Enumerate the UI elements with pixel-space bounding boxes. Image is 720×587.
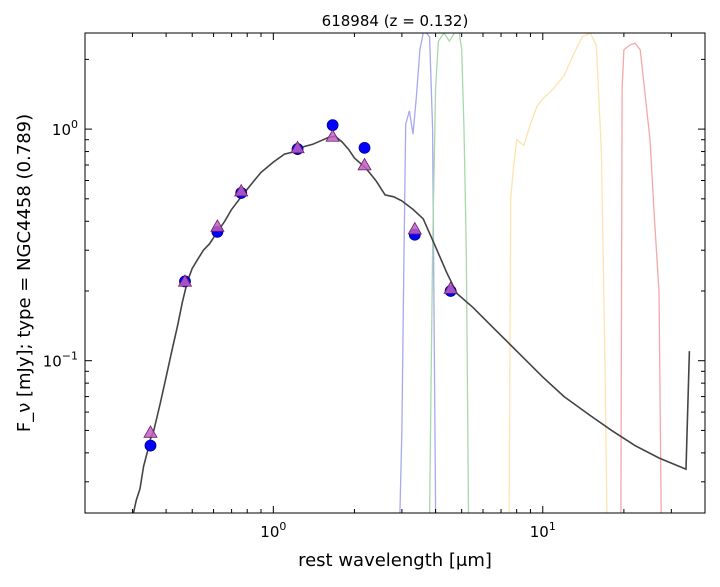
series-filter_ch1: [399, 33, 437, 513]
x-axis-label: rest wavelength [μm]: [298, 550, 492, 571]
model-point-7: [407, 221, 422, 235]
model-point-5: [325, 129, 340, 142]
series-filter_red: [620, 42, 662, 513]
model-point-2: [210, 219, 225, 232]
series-template_sed: [132, 135, 691, 513]
svg-text:101: 101: [530, 520, 556, 541]
plot-area: [132, 33, 691, 513]
chart-title: 618984 (z = 0.132): [322, 12, 469, 30]
model-point-4: [290, 140, 305, 154]
x-tick-label-10: 101: [530, 520, 556, 541]
model-point-3: [234, 183, 249, 197]
y-tick-label-1: 100: [52, 118, 78, 139]
model-point-1: [177, 274, 193, 287]
y-axis-label: F_ν [mJy]; type = NGC4458 (0.789): [14, 114, 35, 432]
axis-ticks: [84, 33, 706, 513]
series-filter_ch2: [428, 33, 470, 513]
x-tick-label-1: 100: [260, 520, 286, 541]
axes-frame: [84, 32, 706, 514]
series-filter_mips24_like: [508, 33, 608, 513]
model-point-8: [443, 281, 458, 294]
observed-point-6: [358, 141, 371, 154]
y-tick-label-0.1: 10−1: [43, 350, 78, 371]
observed-point-0: [144, 439, 157, 452]
model-point-6: [357, 157, 372, 171]
observed-point-5: [326, 119, 339, 132]
svg-text:10−1: 10−1: [43, 350, 78, 371]
svg-text:100: 100: [52, 118, 78, 139]
model-point-0: [143, 425, 158, 438]
svg-text:100: 100: [260, 520, 286, 541]
